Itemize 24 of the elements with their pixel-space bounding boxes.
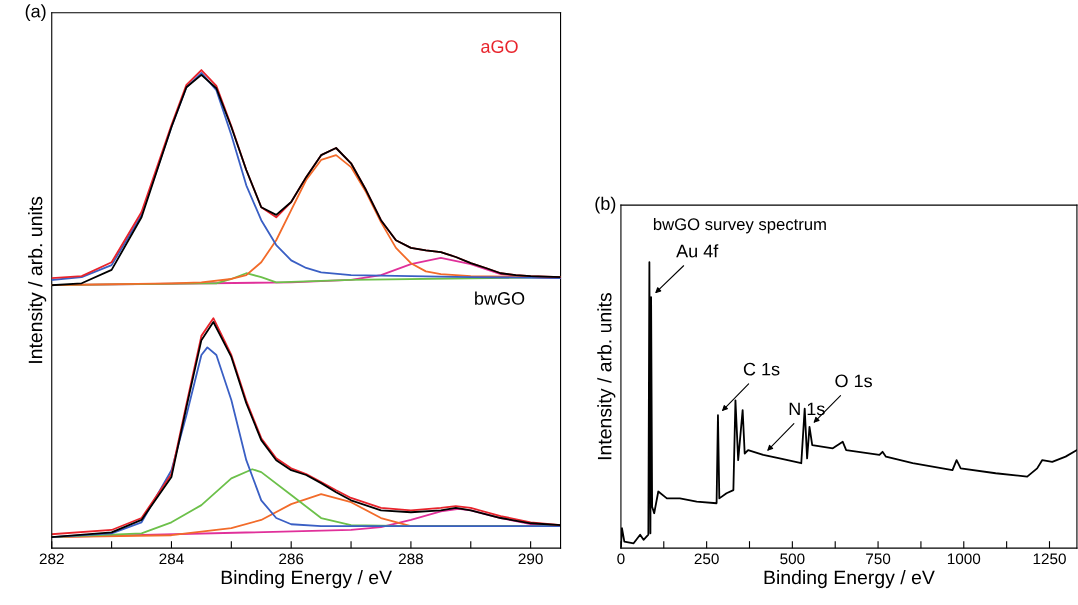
annotation: N 1s — [789, 402, 825, 416]
x-tick-label: 288 — [398, 553, 423, 565]
x-tick-label: 282 — [39, 553, 64, 565]
text: bwGO survey spectrum — [653, 217, 826, 234]
x-tick-label: 0 — [617, 553, 625, 565]
x-tick-label: 250 — [694, 553, 719, 565]
x-axis-title: Binding Energy / eV — [221, 570, 393, 589]
annotation: O 1s — [835, 374, 872, 388]
x-tick-label: 1000 — [947, 553, 981, 565]
text: (a) — [25, 4, 46, 22]
x-tick-label: 284 — [159, 553, 184, 565]
x-tick-label: 1250 — [1033, 553, 1066, 565]
annotation: Au 4f — [676, 244, 719, 258]
y-axis-title: Intensity / arb. units — [597, 293, 616, 460]
annotation: C 1s — [743, 362, 780, 376]
x-tick-label: 750 — [866, 553, 891, 565]
x-tick-label: 500 — [780, 553, 805, 565]
text: bwGO — [475, 291, 525, 305]
text: (b) — [595, 196, 616, 214]
x-axis-title: Binding Energy / eV — [764, 570, 935, 589]
text: aGO — [481, 40, 518, 53]
x-tick-label: 286 — [279, 553, 304, 565]
y-axis-title: Intensity / arb. units — [28, 196, 47, 363]
x-tick-label: 290 — [518, 553, 543, 565]
